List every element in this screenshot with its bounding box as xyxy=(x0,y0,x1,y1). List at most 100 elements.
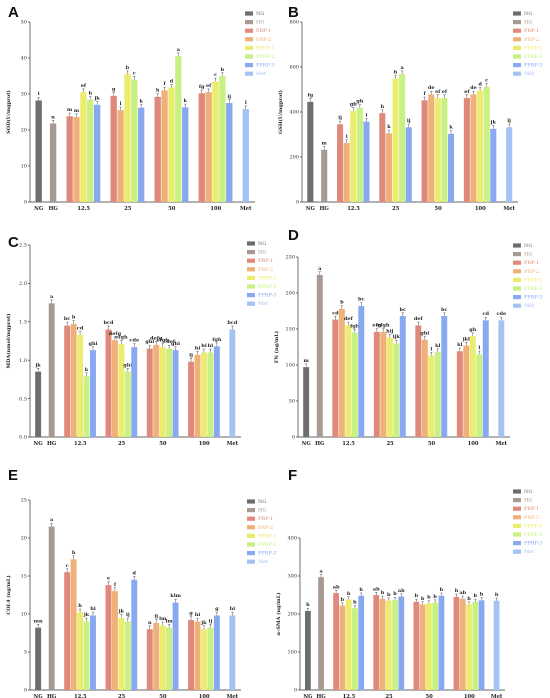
bar-prp-1 xyxy=(332,319,339,437)
y-tick-label: 30 xyxy=(21,92,27,98)
significance-letter: a xyxy=(401,65,405,71)
bar-met xyxy=(498,320,505,437)
significance-letter: k xyxy=(449,125,453,131)
x-tick-label: 12.5 xyxy=(74,694,87,698)
panel-letter: E xyxy=(8,467,18,484)
legend-swatch xyxy=(247,293,255,298)
legend-swatch xyxy=(247,275,255,280)
significance-letter: a xyxy=(50,294,54,300)
bar-pprp-1 xyxy=(118,617,125,690)
bar-pprp-3 xyxy=(447,133,455,202)
significance-letter: k xyxy=(85,367,89,373)
significance-letter: ef xyxy=(442,89,448,95)
legend-label: PRP-2 xyxy=(258,267,273,273)
significance-letter: defg xyxy=(150,335,163,341)
bar-prp-2 xyxy=(470,94,477,202)
legend-swatch xyxy=(513,11,521,16)
significance-letter: fg xyxy=(199,84,205,90)
significance-letter: n xyxy=(148,620,152,626)
bar-pprp-1 xyxy=(469,336,476,437)
significance-letter: e xyxy=(107,576,110,582)
bar-pprp-1 xyxy=(392,78,399,202)
bar-pprp-3 xyxy=(226,103,233,202)
legend-label: HG xyxy=(524,498,532,504)
legend-label: HG xyxy=(256,20,264,26)
x-tick-label: 12.5 xyxy=(343,694,356,698)
significance-letter: gh xyxy=(356,99,363,105)
bar-pprp-2 xyxy=(392,599,398,690)
bar-pprp-3 xyxy=(398,596,405,690)
bar-prp-2 xyxy=(338,308,345,437)
legend-swatch xyxy=(513,295,521,300)
bar-pprp-1 xyxy=(466,604,472,690)
bar-prp-2 xyxy=(343,143,350,202)
significance-letter: f xyxy=(114,582,117,588)
y-tick-label: 0.5 xyxy=(19,396,27,402)
legend-swatch xyxy=(513,252,521,257)
legend-label: NG xyxy=(256,11,264,17)
bar-met xyxy=(242,109,249,202)
x-tick-label: 100 xyxy=(475,206,486,212)
y-tick-label: 50 xyxy=(21,20,27,26)
significance-letter: efg xyxy=(372,323,381,329)
significance-letter: lm xyxy=(166,618,174,624)
bar-pprp-3 xyxy=(172,350,179,437)
y-tick-label: 150 xyxy=(285,327,295,333)
bar-pprp-1 xyxy=(386,337,393,437)
significance-letter: cdef xyxy=(163,339,176,345)
significance-letter: ij xyxy=(507,118,511,124)
bar-prp-1 xyxy=(453,596,460,690)
legend-swatch xyxy=(247,499,255,504)
significance-letter: ij xyxy=(227,94,231,100)
significance-letter: b xyxy=(394,69,398,75)
bar-met xyxy=(506,127,513,202)
significance-letter: cde xyxy=(129,338,139,344)
y-tick-label: 0 xyxy=(294,688,297,694)
x-tick-label: NG xyxy=(34,694,44,698)
y-tick-label: 600 xyxy=(289,65,299,71)
significance-letter: d xyxy=(170,78,174,84)
bar-pprp-3 xyxy=(131,579,138,690)
bar-pprp-3 xyxy=(478,600,485,690)
bar-prp-1 xyxy=(105,329,112,437)
x-tick-label: 25 xyxy=(386,441,394,447)
legend-swatch xyxy=(513,286,521,291)
significance-letter: i xyxy=(366,112,368,118)
bar-ng xyxy=(305,610,311,690)
significance-letter: g xyxy=(215,606,219,612)
panel-b: B GSH(U/mgprot) 0 200 400 600 800 fg m ij l gh gh i h k… xyxy=(277,4,542,212)
legend-label: PPRP-3 xyxy=(258,551,276,557)
bar-pprp-3 xyxy=(399,316,406,437)
bar-pprp-1 xyxy=(168,87,175,202)
y-axis-label: COL4 (ng/mL) xyxy=(5,575,12,615)
legend-swatch xyxy=(513,515,521,520)
x-tick-label: 50 xyxy=(159,441,167,447)
bar-prp-1 xyxy=(415,325,422,437)
y-tick-label: 800 xyxy=(289,20,299,26)
bar-pprp-1 xyxy=(345,325,352,437)
legend-label: PRP-1 xyxy=(256,28,271,34)
bar-pprp-2 xyxy=(434,352,441,437)
bar-pprp-3 xyxy=(213,346,220,437)
legend-swatch xyxy=(245,45,253,50)
legend-swatch xyxy=(513,243,521,248)
legend-swatch xyxy=(247,250,255,255)
y-axis-label: FN (ng/mL) xyxy=(273,331,280,363)
legend-label: PPRP-1 xyxy=(256,45,274,51)
significance-letter: c xyxy=(133,70,136,76)
legend-swatch xyxy=(513,20,521,25)
significance-letter: ef xyxy=(435,89,441,95)
significance-letter: n xyxy=(51,114,55,120)
bar-pprp-2 xyxy=(356,107,363,202)
significance-letter: a xyxy=(177,47,181,53)
significance-letter: a xyxy=(318,266,322,272)
legend-swatch xyxy=(247,284,255,289)
y-tick-label: 1.0 xyxy=(19,358,27,364)
significance-letter: hi xyxy=(230,606,236,612)
significance-letter: bc xyxy=(441,307,448,313)
bar-prp-2 xyxy=(380,331,387,437)
bar-prp-2 xyxy=(153,344,160,437)
legend-swatch xyxy=(245,71,253,76)
significance-letter: b xyxy=(353,600,357,606)
legend-swatch xyxy=(245,20,253,25)
